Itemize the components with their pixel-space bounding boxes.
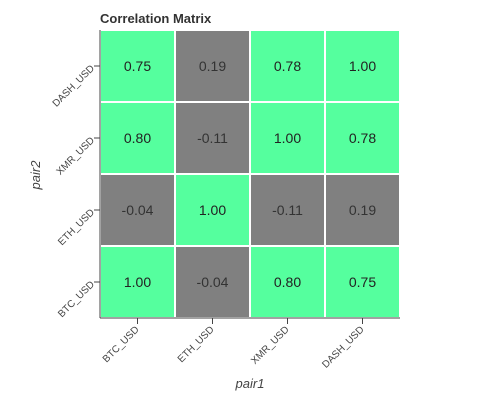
cell-eth-usd-xmr-usd <box>174 101 251 175</box>
cell-xmr-usd-eth-usd <box>249 173 326 247</box>
chart-title: Correlation Matrix <box>100 11 212 26</box>
x-axis-label: pair1 <box>235 376 265 391</box>
cell-btc-usd-dash-usd <box>99 29 176 103</box>
cell-btc-usd-btc-usd-label: 1.00 <box>124 274 151 290</box>
cell-dash-usd-xmr-usd <box>324 101 401 175</box>
cell-xmr-usd-dash-usd-label: 0.78 <box>274 58 301 74</box>
cell-xmr-usd-xmr-usd-label: 1.00 <box>274 130 301 146</box>
x-tick-label-btc-usd: BTC_USD <box>101 324 142 365</box>
cell-btc-usd-eth-usd-label: -0.04 <box>122 202 154 218</box>
y-tick-label-dash-usd: DASH_USD <box>51 63 97 109</box>
y-tick-label-xmr-usd: XMR_USD <box>55 135 97 177</box>
cell-eth-usd-btc-usd-label: -0.04 <box>197 274 229 290</box>
cell-btc-usd-dash-usd-label: 0.75 <box>124 58 151 74</box>
cell-btc-usd-xmr-usd-label: 0.80 <box>124 130 151 146</box>
cell-eth-usd-btc-usd <box>174 245 251 319</box>
cell-dash-usd-dash-usd <box>324 29 401 103</box>
y-tick-label-eth-usd: ETH_USD <box>56 207 97 248</box>
x-tick-label-dash-usd: DASH_USD <box>320 324 366 370</box>
cell-eth-usd-dash-usd-label: 0.19 <box>199 58 226 74</box>
cell-dash-usd-btc-usd-label: 0.75 <box>349 274 376 290</box>
cell-eth-usd-eth-usd <box>174 173 251 247</box>
cell-eth-usd-dash-usd <box>174 29 251 103</box>
x-tick-label-eth-usd: ETH_USD <box>176 324 217 365</box>
cell-eth-usd-eth-usd-label: 1.00 <box>199 202 226 218</box>
cell-dash-usd-eth-usd <box>324 173 401 247</box>
cell-eth-usd-xmr-usd-label: -0.11 <box>197 130 228 146</box>
y-tick-label-btc-usd: BTC_USD <box>56 279 97 320</box>
cell-dash-usd-eth-usd-label: 0.19 <box>349 202 376 218</box>
x-tick-label-xmr-usd: XMR_USD <box>249 324 291 366</box>
cell-dash-usd-dash-usd-label: 1.00 <box>349 58 376 74</box>
cell-dash-usd-xmr-usd-label: 0.78 <box>349 130 376 146</box>
cell-xmr-usd-btc-usd-label: 0.80 <box>274 274 301 290</box>
cell-btc-usd-eth-usd <box>99 173 176 247</box>
y-axis-label: pair2 <box>28 160 43 191</box>
cell-dash-usd-btc-usd <box>324 245 401 319</box>
cell-xmr-usd-eth-usd-label: -0.11 <box>272 202 303 218</box>
heatmap-cells: 1.00 -0.04 0.80 0.75 -0.04 1.00 -0.11 0.19 0.80 -… <box>99 29 401 319</box>
